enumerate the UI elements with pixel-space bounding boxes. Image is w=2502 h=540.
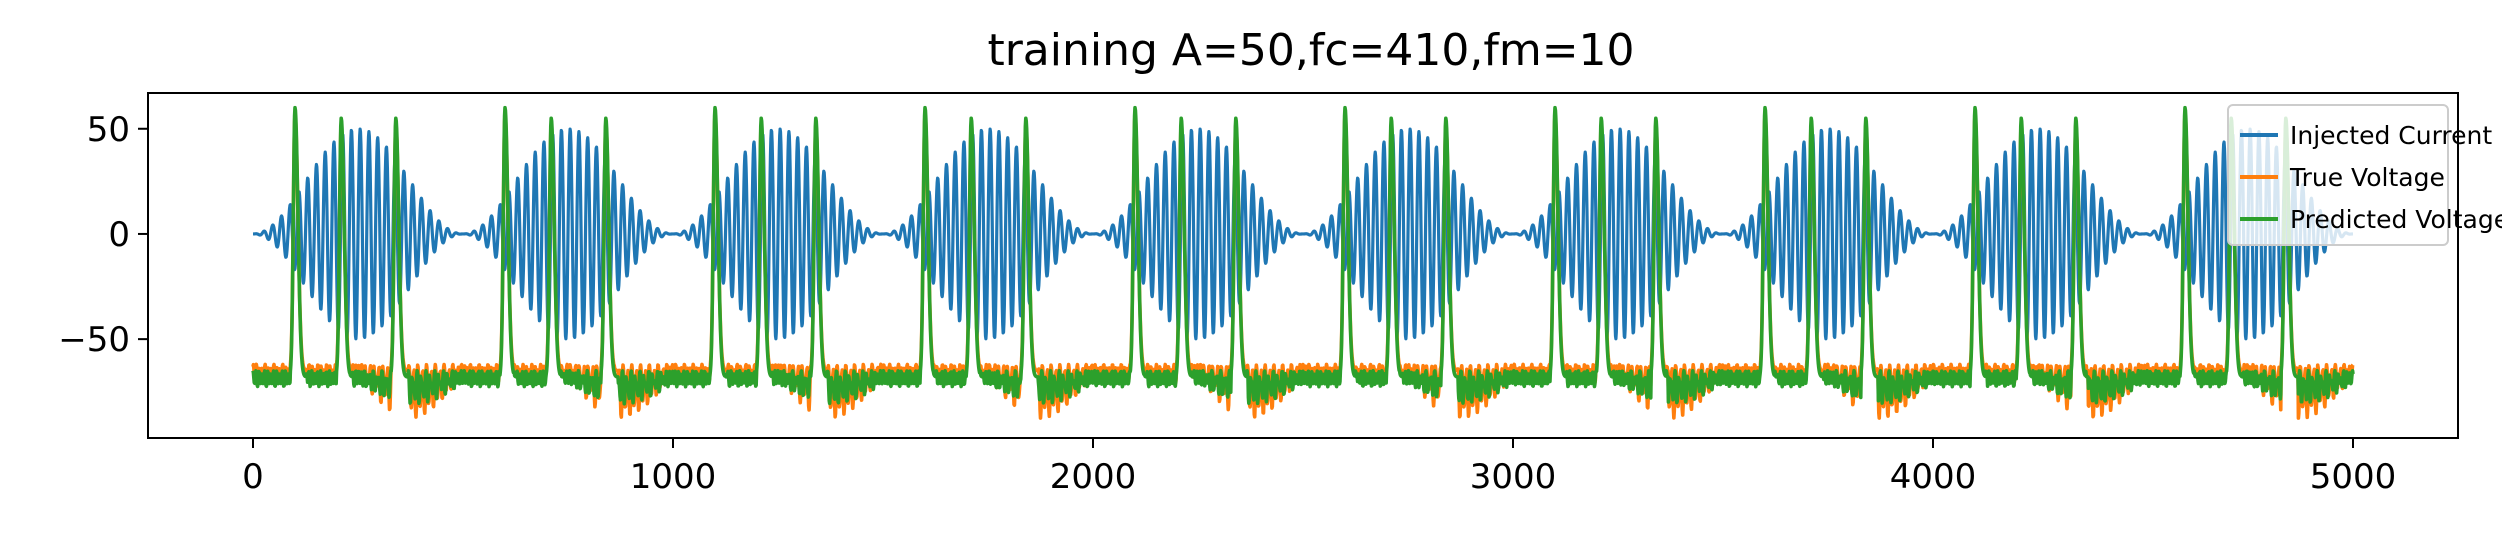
y-axis: 50 0 −50: [58, 110, 148, 360]
series-line-injected-current: [251, 127, 2355, 341]
plot-frame: [147, 92, 2459, 439]
x-tick-label: 1000: [630, 457, 717, 497]
y-tick-label: −50: [58, 320, 130, 360]
x-tick-label: 5000: [2310, 457, 2397, 497]
legend: Injected Current True Voltage Predicted Vo…: [2227, 104, 2502, 246]
chart-title: training A=50,fc=410,fm=10: [987, 25, 1634, 76]
x-tick-label: 3000: [1470, 457, 1557, 497]
legend-label: Injected Current: [2290, 121, 2492, 150]
x-tick-label: 4000: [1890, 457, 1977, 497]
legend-label: Predicted Voltage: [2290, 205, 2502, 234]
legend-label: True Voltage: [2289, 163, 2445, 192]
y-tick-label: 50: [87, 110, 130, 150]
series-line-predicted-voltage: [251, 105, 2355, 406]
y-tick-label: 0: [108, 215, 130, 255]
plot-series: [251, 105, 2355, 420]
x-tick-label: 2000: [1050, 457, 1137, 497]
x-tick-label: 0: [242, 457, 264, 497]
x-axis: 0 1000 2000 3000 4000 5000: [242, 438, 2396, 497]
legend-box: [2227, 104, 2449, 246]
